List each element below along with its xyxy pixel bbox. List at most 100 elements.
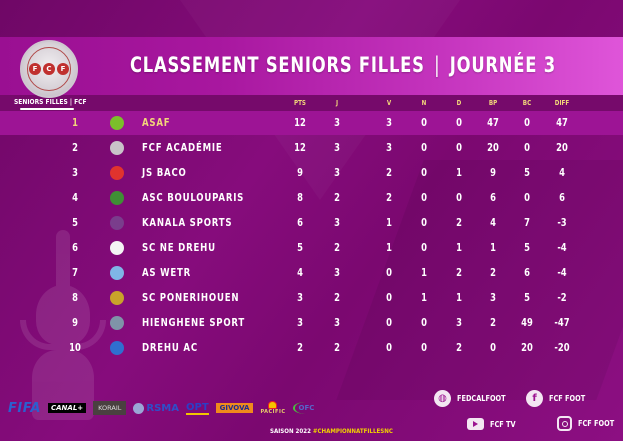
table-row: 2 FCF ACADÉMIE 12 3 3 0 0 20 0 20	[0, 136, 623, 160]
stat-bc: 7	[524, 217, 530, 229]
stat-d: 3	[456, 317, 462, 329]
stat-diff: -2	[557, 292, 567, 304]
stat-j: 3	[334, 317, 340, 329]
stat-v: 1	[386, 217, 392, 229]
social-facebook[interactable]: f FCF FOOT	[526, 390, 593, 407]
sponsor-pacific-text: PACIFIC	[260, 409, 286, 415]
social-website[interactable]: ◍ FEDCALFOOT	[434, 390, 516, 407]
stat-d: 2	[456, 217, 462, 229]
stat-j: 2	[334, 292, 340, 304]
stat-j: 3	[334, 217, 340, 229]
stat-pts: 9	[297, 167, 303, 179]
team-crest-icon	[110, 291, 124, 305]
stat-pts: 6	[297, 217, 303, 229]
stat-pts: 2	[297, 342, 303, 354]
column-header-diff: DIFF	[554, 99, 570, 107]
stat-diff: -4	[557, 267, 567, 279]
social-label: FCF FOOT	[578, 419, 615, 428]
stat-bp: 1	[490, 242, 496, 254]
team-crest-icon	[110, 116, 124, 130]
team-name: FCF ACADÉMIE	[142, 141, 223, 154]
stat-j: 3	[334, 267, 340, 279]
stat-bc: 20	[521, 342, 533, 354]
rank: 4	[72, 192, 78, 204]
stat-v: 2	[386, 192, 392, 204]
rank: 8	[72, 292, 78, 304]
rank: 1	[72, 117, 78, 129]
social-youtube[interactable]: FCF TV	[467, 418, 521, 430]
stat-n: 0	[421, 142, 427, 154]
stat-v: 3	[386, 117, 392, 129]
column-header-j: J	[335, 99, 339, 107]
rsma-emblem-icon	[133, 402, 145, 414]
stat-diff: -47	[554, 317, 570, 329]
sponsor-rsma-logo: RSMA	[133, 402, 179, 414]
team-crest-icon	[110, 316, 124, 330]
title-separator: |	[434, 53, 441, 77]
team-name: ASC BOULOUPARIS	[142, 191, 245, 204]
stat-v: 2	[386, 167, 392, 179]
team-name: AS WETR	[142, 266, 192, 279]
stat-d: 1	[456, 242, 462, 254]
stat-n: 0	[421, 117, 427, 129]
stat-bc: 5	[524, 167, 530, 179]
hashtag: #CHAMPIONNATFILLESNC	[312, 427, 393, 435]
stat-bp: 3	[490, 292, 496, 304]
table-row: 4 ASC BOULOUPARIS 8 2 2 0 0 6 0 6	[0, 186, 623, 210]
table-row: 3 JS BACO 9 3 2 0 1 9 5 4	[0, 161, 623, 185]
stat-d: 1	[456, 292, 462, 304]
stat-d: 0	[456, 142, 462, 154]
team-crest-icon	[110, 266, 124, 280]
sponsor-opt-logo: OPT	[186, 401, 209, 415]
logo-letter: F	[29, 63, 41, 75]
team-crest-icon	[110, 341, 124, 355]
rank: 2	[72, 142, 78, 154]
stat-pts: 5	[297, 242, 303, 254]
sponsor-fifa-logo: FIFA	[8, 400, 41, 416]
stat-j: 2	[334, 342, 340, 354]
stat-diff: -20	[554, 342, 570, 354]
logo-letter: C	[43, 63, 55, 75]
stat-j: 3	[334, 142, 340, 154]
team-crest-icon	[110, 191, 124, 205]
column-header-pts: PTS	[294, 99, 306, 107]
fcf-logo: F C F	[20, 40, 78, 98]
stat-n: 0	[421, 192, 427, 204]
stat-d: 2	[456, 342, 462, 354]
social-label: FCF FOOT	[549, 394, 586, 403]
social-label: FEDCALFOOT	[457, 394, 506, 403]
title-competition: CLASSEMENT SENIORS FILLES	[130, 53, 425, 77]
sponsor-canal-logo: CANAL+	[47, 403, 87, 413]
logo-letter: F	[57, 63, 69, 75]
team-name: DREHU AC	[142, 341, 198, 354]
stat-diff: 47	[556, 117, 568, 129]
team-crest-icon	[110, 141, 124, 155]
stat-bc: 0	[524, 192, 530, 204]
table-row: 10 DREHU AC 2 2 0 0 2 0 20 -20	[0, 336, 623, 360]
youtube-icon	[467, 418, 484, 430]
sponsor-korail-logo: KORAIL	[93, 401, 127, 415]
stat-pts: 3	[297, 292, 303, 304]
stat-bp: 0	[490, 342, 496, 354]
sponsor-bar: FIFA CANAL+ KORAIL RSMA OPT GIVOVA PACIF…	[8, 398, 318, 418]
team-crest-icon	[110, 166, 124, 180]
stat-j: 2	[334, 192, 340, 204]
stat-n: 0	[421, 317, 427, 329]
column-header-n: N	[421, 99, 427, 107]
rank: 3	[72, 167, 78, 179]
facebook-icon: f	[526, 390, 543, 407]
stat-bp: 2	[490, 267, 496, 279]
stat-d: 2	[456, 267, 462, 279]
social-instagram[interactable]: FCF FOOT	[557, 416, 622, 431]
stat-diff: 20	[556, 142, 568, 154]
season-hashtag: SAISON 2022 #CHAMPIONNATFILLESNC	[270, 427, 393, 435]
stat-j: 3	[334, 167, 340, 179]
stat-diff: 4	[559, 167, 565, 179]
shell-icon	[268, 401, 278, 409]
rank: 5	[72, 217, 78, 229]
column-header-bc: BC	[522, 99, 532, 107]
team-name: SC PONERIHOUEN	[142, 291, 240, 304]
stat-bp: 9	[490, 167, 496, 179]
team-crest-icon	[110, 216, 124, 230]
